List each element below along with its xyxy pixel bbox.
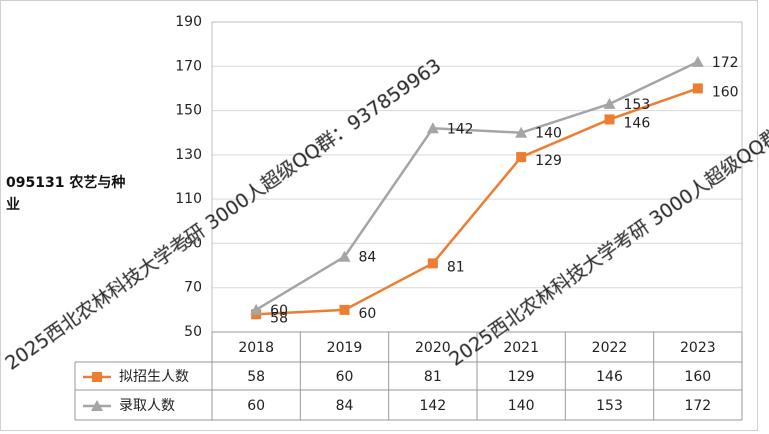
y-tick-label: 70 <box>184 280 202 296</box>
data-label: 146 <box>624 115 651 131</box>
marker <box>516 152 527 163</box>
x-tick-label: 2022 <box>592 340 628 356</box>
data-label: 60 <box>359 306 377 322</box>
x-tick-label: 2021 <box>503 340 539 356</box>
chart-border <box>0 0 758 431</box>
marker <box>250 303 263 315</box>
y-tick-label: 90 <box>184 235 202 251</box>
marker <box>604 114 615 125</box>
marker <box>603 97 616 109</box>
data-label: 160 <box>712 84 739 100</box>
table-cell: 129 <box>508 369 535 385</box>
legend-label: 录取人数 <box>119 398 175 414</box>
data-label: 172 <box>712 55 739 71</box>
legend-marker <box>91 400 103 411</box>
table-cell: 60 <box>336 369 354 385</box>
table-cell: 84 <box>336 398 354 414</box>
data-label: 58 <box>270 310 288 326</box>
marker <box>339 304 350 315</box>
table-cell: 60 <box>247 398 265 414</box>
table-cell: 81 <box>424 369 442 385</box>
table-cell: 153 <box>596 398 623 414</box>
series-line <box>256 87 699 316</box>
table-cell: 58 <box>247 369 265 385</box>
y-tick-label: 110 <box>175 191 202 207</box>
marker <box>427 258 438 269</box>
data-label: 84 <box>359 250 377 266</box>
x-tick-label: 2018 <box>238 340 274 356</box>
y-tick-label: 150 <box>175 103 202 119</box>
data-label: 153 <box>624 97 651 113</box>
y-tick-label: 170 <box>175 58 202 74</box>
data-label: 142 <box>447 121 474 137</box>
marker <box>426 122 439 134</box>
y-tick-label: 130 <box>175 147 202 163</box>
y-tick-label: 190 <box>175 14 202 30</box>
x-tick-label: 2023 <box>680 340 716 356</box>
table-cell: 160 <box>684 369 711 385</box>
data-label: 129 <box>535 153 562 169</box>
table-cell: 172 <box>684 398 711 414</box>
legend-label: 拟招生人数 <box>119 369 189 385</box>
y-tick-label: 50 <box>184 324 202 340</box>
series-line <box>255 60 699 311</box>
x-tick-label: 2020 <box>415 340 451 356</box>
table-cell: 140 <box>508 398 535 414</box>
data-label: 140 <box>535 126 562 142</box>
marker <box>691 55 704 67</box>
marker <box>692 83 703 94</box>
table-cell: 142 <box>419 398 446 414</box>
data-label: 81 <box>447 259 465 275</box>
data-label: 60 <box>270 303 288 319</box>
table-cell: 146 <box>596 369 623 385</box>
marker <box>515 126 528 138</box>
legend-marker <box>92 372 102 382</box>
x-tick-label: 2019 <box>327 340 363 356</box>
marker <box>338 250 351 262</box>
y-axis-label: 095131 农艺与种业 <box>6 175 126 213</box>
